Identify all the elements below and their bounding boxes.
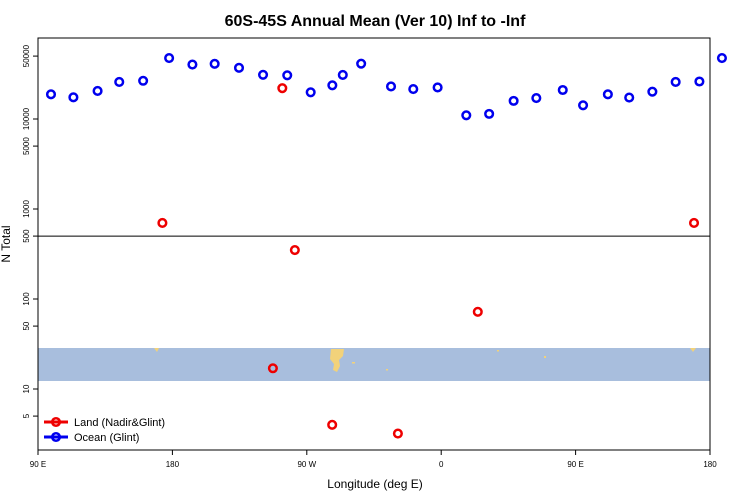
data-point [647,86,658,97]
data-point [408,84,419,95]
y-tick-label: 10000 [22,107,31,130]
legend-marker-land [50,416,62,428]
y-tick-label: 50 [22,321,31,330]
y-tick-label: 100 [22,292,31,306]
data-point [688,217,700,228]
x-tick-label: 180 [166,460,180,469]
data-point [257,69,269,80]
y-tick-label: 5 [22,413,31,418]
series-layer [45,52,727,439]
data-point [602,89,613,100]
land-patch-islet [544,356,546,358]
land-patch-islet [386,369,388,371]
y-tick-label: 5000 [22,137,31,155]
data-point [508,95,519,106]
x-tick-label: 90 W [297,460,316,469]
data-point [68,92,79,103]
y-tick-label: 10 [22,384,31,393]
data-point [337,69,348,80]
data-point [484,108,495,119]
chart-title: 60S-45S Annual Mean (Ver 10) Inf to -Inf [225,13,526,30]
data-point [209,58,220,69]
data-point [472,306,483,317]
data-point [392,428,403,439]
data-point [356,58,367,69]
y-axis: 5 10 50 100 500 1000 5000 10000 50000 [22,44,38,418]
data-point [624,92,635,103]
y-tick-label: 1000 [22,200,31,218]
map-strip [38,348,710,381]
land-patch-islet [497,350,499,352]
data-point [716,52,727,64]
x-tick-label: 90 E [30,460,46,469]
data-point [114,76,125,88]
land-patches [154,348,696,372]
land-patch-new-zealand [154,348,159,352]
data-point [138,75,149,86]
land-patch-new-zealand [690,348,696,352]
data-point [187,59,198,70]
data-point [92,85,103,96]
data-point [531,92,542,104]
legend: Land (Nadir&Glint) Ocean (Glint) [44,416,165,444]
x-axis-title: Longitude (deg E) [327,477,422,491]
data-point [157,217,168,228]
land-patch-islet [352,362,355,364]
data-point [327,419,338,430]
data-point [233,62,245,73]
land-patch-south-america [330,349,344,372]
data-point [277,83,288,94]
legend-label-land: Land (Nadir&Glint) [74,417,165,429]
y-tick-label: 500 [22,229,31,243]
data-point [289,244,300,256]
series-land [157,83,700,439]
x-tick-label: 180 [703,460,717,469]
y-axis-title: N Total [0,225,13,262]
legend-marker-ocean [50,431,62,443]
data-point [327,80,338,91]
data-point [267,363,278,374]
data-point [45,89,57,100]
data-point [432,82,443,93]
data-point [164,52,175,64]
x-axis: 90 E 180 90 W 0 90 E 180 [30,450,717,469]
legend-label-ocean: Ocean (Glint) [74,432,139,444]
data-point [385,81,397,92]
data-point [461,110,472,121]
map-ocean-band [38,348,710,381]
plot-frame [37,37,711,451]
x-tick-label: 90 E [567,460,583,469]
series-ocean [45,52,727,121]
data-point [694,76,705,87]
x-tick-label: 0 [439,460,444,469]
y-tick-label: 50000 [22,44,31,67]
data-point [578,100,589,111]
data-point [670,76,681,88]
data-point [305,87,316,98]
data-point [282,70,293,81]
data-point [557,84,568,96]
